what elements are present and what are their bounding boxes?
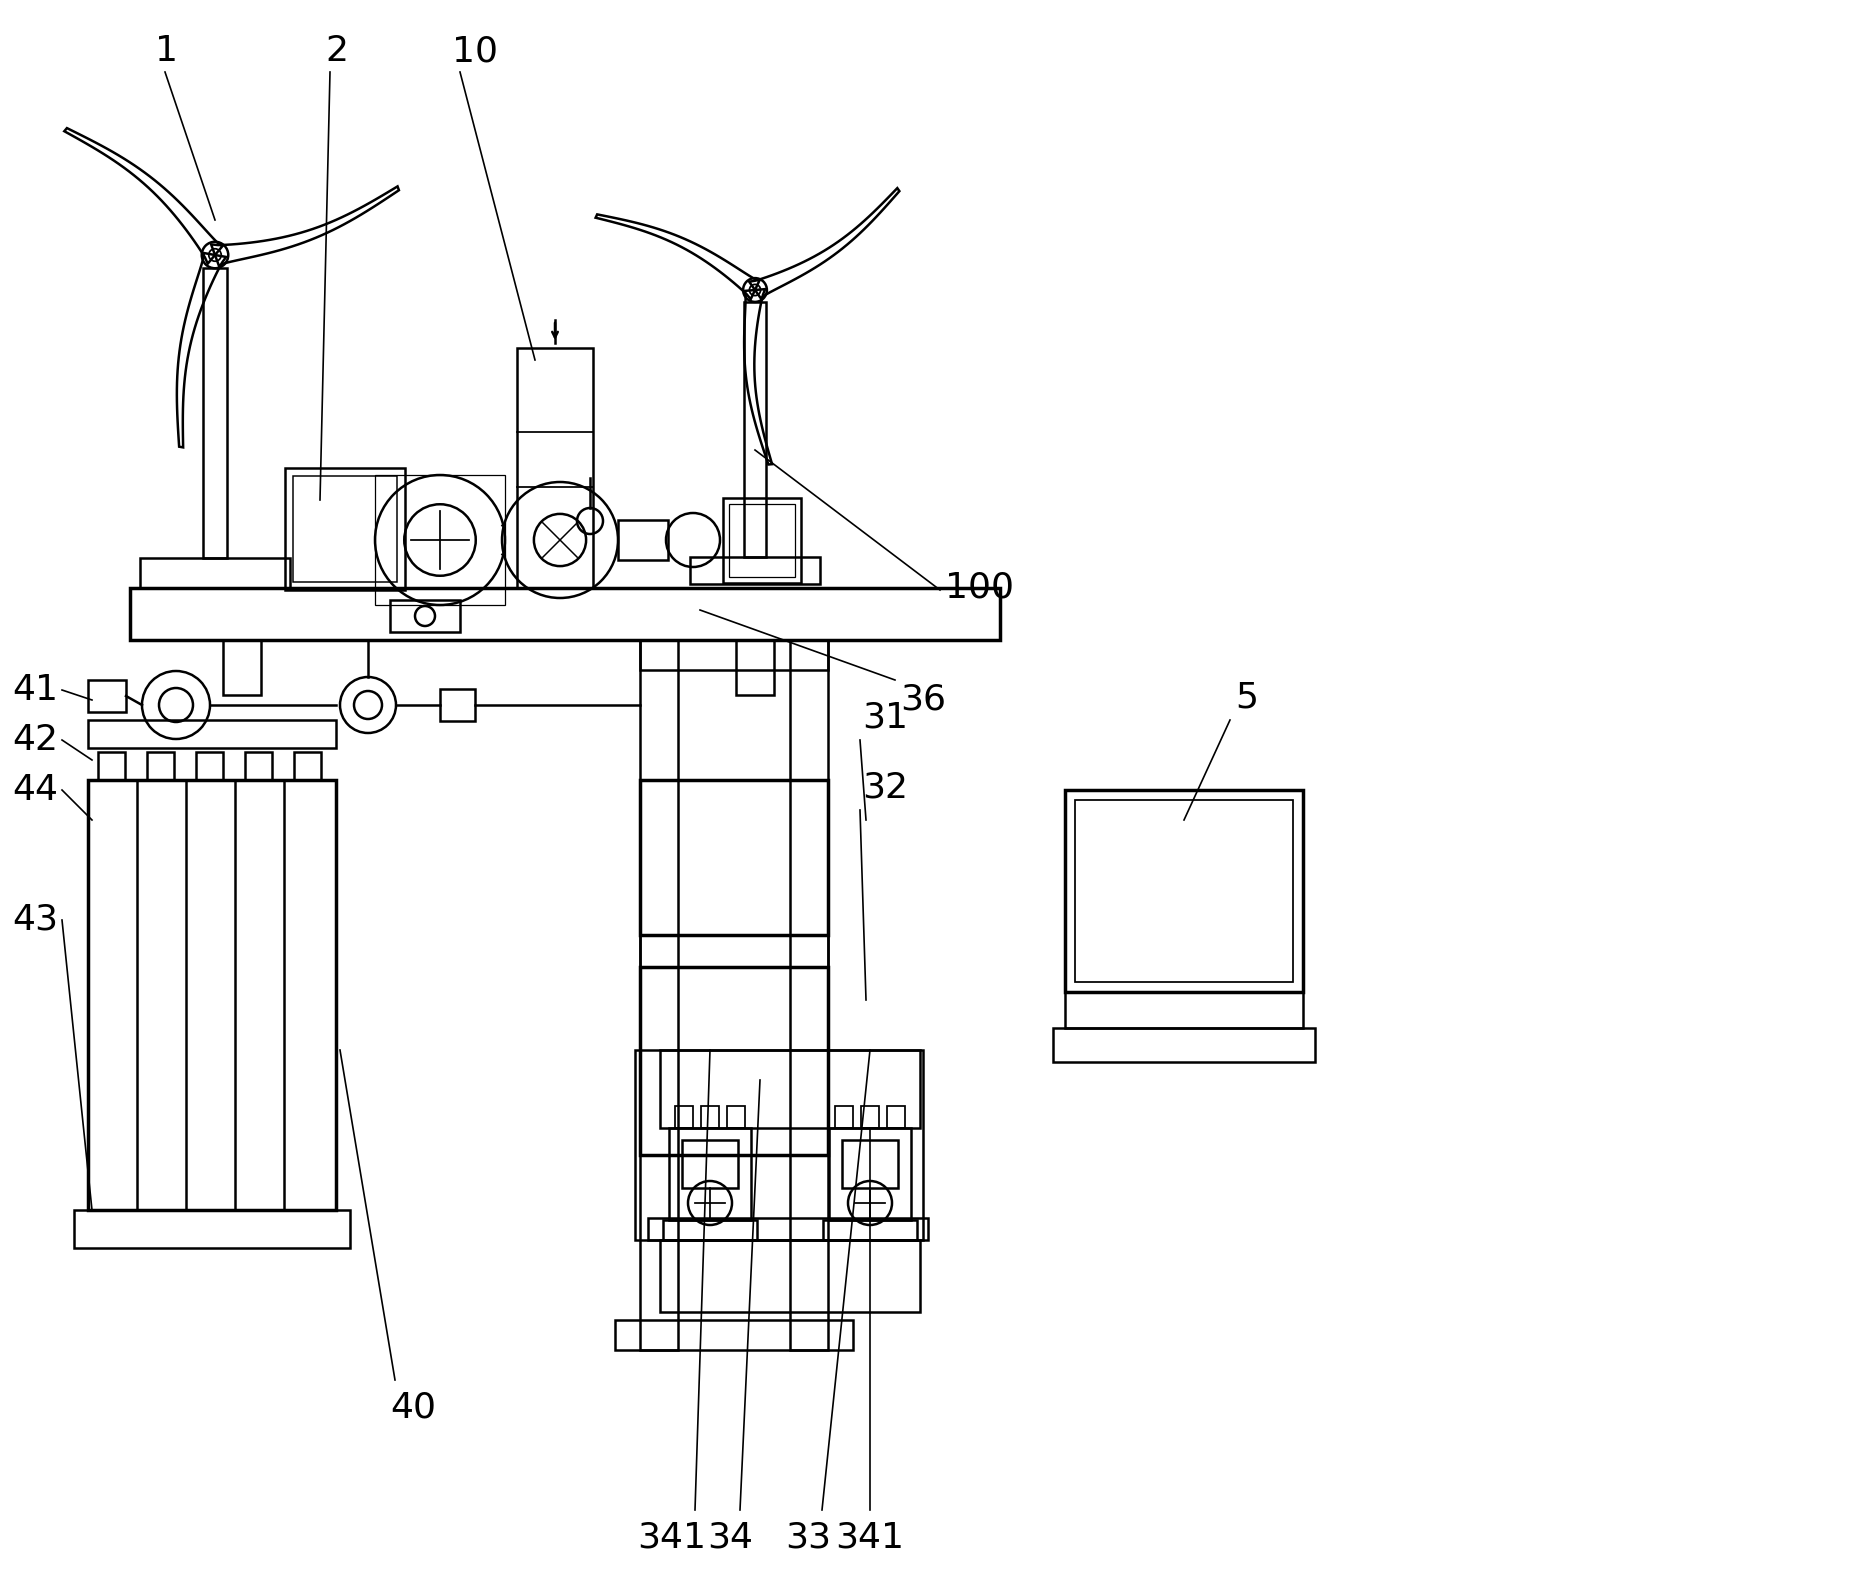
- Bar: [639, 640, 679, 1351]
- Bar: [139, 559, 290, 589]
- Text: 43: 43: [11, 903, 58, 936]
- Text: 32: 32: [863, 771, 907, 805]
- Bar: [723, 498, 801, 582]
- Bar: [87, 779, 336, 1209]
- Bar: [727, 1106, 745, 1128]
- Bar: [736, 640, 773, 695]
- Bar: [130, 589, 1000, 640]
- Bar: [99, 752, 125, 779]
- Bar: [617, 521, 667, 560]
- Text: 10: 10: [452, 33, 498, 68]
- Bar: [1065, 790, 1303, 992]
- Text: 341: 341: [638, 1520, 706, 1554]
- Bar: [649, 1217, 928, 1239]
- Bar: [636, 1051, 924, 1239]
- Bar: [284, 468, 405, 590]
- Text: 33: 33: [784, 1520, 831, 1554]
- Bar: [147, 752, 175, 779]
- Text: 341: 341: [835, 1520, 905, 1554]
- Bar: [294, 476, 398, 582]
- Text: 40: 40: [390, 1390, 437, 1424]
- Bar: [87, 679, 126, 713]
- Bar: [842, 1139, 898, 1189]
- Text: 42: 42: [11, 724, 58, 757]
- Bar: [1052, 1028, 1314, 1062]
- Bar: [835, 1106, 853, 1128]
- Bar: [517, 348, 593, 589]
- Bar: [682, 1139, 738, 1189]
- Bar: [376, 475, 506, 605]
- Bar: [660, 1051, 920, 1128]
- Text: 100: 100: [944, 571, 1013, 605]
- Bar: [203, 268, 227, 559]
- Bar: [223, 640, 260, 695]
- Text: 34: 34: [706, 1520, 753, 1554]
- Text: 31: 31: [863, 701, 907, 735]
- Bar: [861, 1106, 879, 1128]
- Text: 44: 44: [11, 773, 58, 808]
- Text: 2: 2: [325, 33, 348, 68]
- Bar: [87, 720, 336, 747]
- Bar: [390, 600, 459, 632]
- Bar: [824, 1220, 916, 1239]
- Text: 5: 5: [1234, 681, 1259, 716]
- Bar: [639, 966, 827, 1155]
- Text: 1: 1: [154, 33, 178, 68]
- Bar: [1065, 992, 1303, 1028]
- Text: 36: 36: [900, 682, 946, 716]
- Bar: [195, 752, 223, 779]
- Bar: [441, 689, 476, 720]
- Bar: [639, 779, 827, 935]
- Bar: [660, 1239, 920, 1312]
- Bar: [615, 1320, 853, 1351]
- Bar: [790, 640, 827, 1351]
- Bar: [294, 752, 322, 779]
- Bar: [639, 640, 827, 670]
- Bar: [639, 935, 827, 966]
- Bar: [701, 1106, 719, 1128]
- Bar: [1075, 800, 1294, 982]
- Text: 41: 41: [11, 673, 58, 706]
- Bar: [829, 1128, 911, 1220]
- Bar: [74, 1209, 349, 1247]
- Bar: [729, 505, 796, 578]
- Bar: [690, 557, 820, 584]
- Bar: [245, 752, 271, 779]
- Bar: [744, 302, 766, 557]
- Bar: [669, 1128, 751, 1220]
- Bar: [887, 1106, 905, 1128]
- Bar: [664, 1220, 757, 1239]
- Bar: [675, 1106, 693, 1128]
